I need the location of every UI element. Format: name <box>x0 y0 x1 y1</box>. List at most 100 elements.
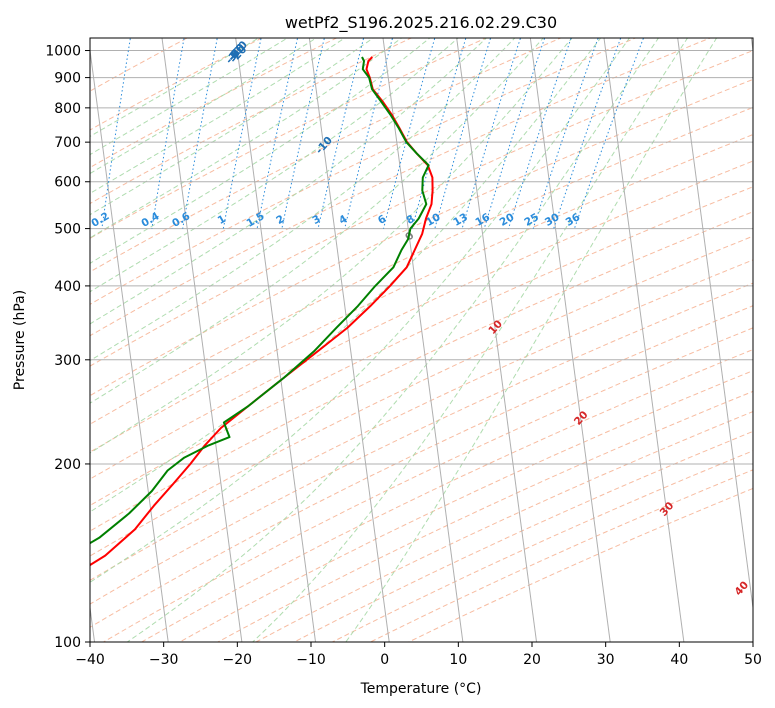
dry-adiabat-line <box>90 38 189 92</box>
mixing-ratio-line <box>222 38 262 229</box>
mixing-ratio-line <box>411 38 467 229</box>
mixing-ratio-line <box>55 31 81 229</box>
isotherms <box>90 38 753 642</box>
mixing-ratio-label: 1.5 <box>245 210 267 230</box>
dry-adiabat-line <box>407 487 753 642</box>
chart-title: wetPf2_S196.2025.216.02.29.C30 <box>285 13 557 33</box>
mixing-ratio-label: 6 <box>376 213 388 227</box>
mixing-ratio-line <box>317 38 365 229</box>
x-axis-ticks: −40 −30 −20 −10 0 10 20 30 40 50 <box>75 642 762 668</box>
mixing-ratio-line <box>383 38 436 229</box>
mixing-ratio-labels: 0.1 0.2 0.4 0.6 1 1.5 2 3 4 6 8 10 13 16 20 25 30 36 <box>90 210 583 230</box>
mixing-ratio-line <box>508 38 572 229</box>
isotherm-line <box>603 38 685 642</box>
dry-adiabat-line <box>293 430 753 642</box>
mixing-ratio-label: 30 <box>543 211 562 229</box>
y-tick-label: 800 <box>54 101 81 117</box>
x-tick-label: 50 <box>744 652 762 668</box>
mixing-ratio-line <box>101 38 131 229</box>
y-tick-label: 400 <box>54 279 81 295</box>
x-tick-label: 30 <box>597 652 615 668</box>
y-tick-label: 300 <box>54 353 81 369</box>
moist-adiabat-line <box>90 38 631 583</box>
moist-adiabat-line <box>90 38 459 293</box>
moist-adiabat-line <box>90 38 374 216</box>
dry-adiabat-line <box>90 134 753 453</box>
isotherm-line <box>750 38 753 55</box>
dry-adiabat-line <box>90 38 264 131</box>
dry-adiabat-line <box>90 186 753 506</box>
x-tick-label: −30 <box>149 652 179 668</box>
mixing-ratio-label: 1 <box>216 213 228 227</box>
x-tick-label: 0 <box>380 652 389 668</box>
isotherm-line <box>90 46 169 642</box>
isotherm-label: 20 <box>572 409 591 428</box>
moist-adiabat-line <box>90 38 488 325</box>
profile-series <box>90 56 434 567</box>
mixing-ratio-line <box>483 38 546 229</box>
dry-adiabat-line <box>90 78 753 397</box>
mixing-ratio-label: 4 <box>337 213 349 227</box>
mixing-ratio-label: 36 <box>564 211 583 229</box>
isotherm-label: -10 <box>313 134 335 156</box>
mixing-ratio-line <box>344 38 394 229</box>
dry-adiabat-line <box>90 38 488 239</box>
isotherm-line <box>677 38 753 612</box>
dry-adiabat-line <box>90 38 338 169</box>
moist-adiabat-line <box>90 38 544 404</box>
dry-adiabat-line <box>102 327 753 642</box>
y-tick-label: 900 <box>54 71 81 87</box>
mixing-ratio-line <box>434 38 492 229</box>
dry-adiabat-line <box>90 38 712 337</box>
dewpoint-profile-line <box>90 56 430 545</box>
mixing-ratio-lines <box>55 31 645 229</box>
mixing-ratio-line <box>256 38 299 229</box>
dry-adiabat-line <box>90 49 753 367</box>
moist-adiabat-line <box>90 38 318 175</box>
moist-adiabat-line <box>90 38 431 264</box>
y-tick-label: 200 <box>54 457 81 473</box>
mixing-ratio-label: 0.4 <box>139 210 161 230</box>
dry-adiabat-line <box>178 370 753 642</box>
dry-adiabat-line <box>90 38 637 305</box>
moist-adiabat-line <box>90 38 516 362</box>
x-tick-label: −40 <box>75 652 105 668</box>
dry-adiabat-line <box>90 305 753 628</box>
plot-frame <box>89 37 754 643</box>
dry-adiabat-line <box>90 160 753 480</box>
isotherm-line <box>161 38 243 642</box>
y-axis-label: Pressure (hPa) <box>12 290 28 390</box>
y-tick-label: 1000 <box>45 44 81 60</box>
temperature-profile-line <box>90 56 434 567</box>
moist-adiabat-line <box>90 38 573 454</box>
isotherm-line <box>382 38 464 642</box>
isotherm-label: 40 <box>732 579 751 598</box>
mixing-ratio-line <box>151 38 185 229</box>
x-axis-label: Temperature (°C) <box>360 681 482 697</box>
isotherm-line <box>456 38 538 642</box>
pressure-gridlines <box>90 50 753 642</box>
isotherm-line <box>235 38 317 642</box>
dry-adiabat-line <box>90 38 562 273</box>
moist-adiabat-line <box>345 38 718 642</box>
dry-adiabat-line <box>140 349 753 642</box>
moist-adiabat-line <box>90 38 403 239</box>
isotherm-line <box>308 38 390 642</box>
y-axis-ticks: 100 200 300 400 500 600 700 800 900 1000 <box>45 44 90 651</box>
isotherm-label: 10 <box>486 318 505 337</box>
y-tick-label: 700 <box>54 135 81 151</box>
moist-adiabats <box>90 38 718 642</box>
y-tick-label: 600 <box>54 175 81 191</box>
moist-adiabat-line <box>252 38 689 642</box>
mixing-ratio-label: 3 <box>310 213 322 227</box>
mixing-ratio-line <box>281 38 325 229</box>
mixing-ratio-line <box>573 38 645 229</box>
dry-adiabat-line <box>90 38 413 205</box>
mixing-ratio-line <box>461 38 522 229</box>
x-tick-label: 10 <box>449 652 467 668</box>
moist-adiabat-line <box>127 38 660 642</box>
y-tick-label: 500 <box>54 222 81 238</box>
moist-adiabat-line <box>90 38 260 138</box>
